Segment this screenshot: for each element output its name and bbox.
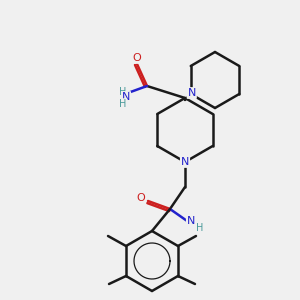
Text: N: N — [188, 88, 196, 98]
Text: H: H — [119, 87, 127, 97]
Text: H: H — [119, 99, 127, 109]
Text: O: O — [136, 193, 146, 203]
Text: N: N — [122, 92, 130, 102]
Text: O: O — [133, 53, 141, 63]
Text: N: N — [187, 216, 195, 226]
Text: N: N — [181, 157, 189, 167]
Text: H: H — [196, 223, 204, 233]
